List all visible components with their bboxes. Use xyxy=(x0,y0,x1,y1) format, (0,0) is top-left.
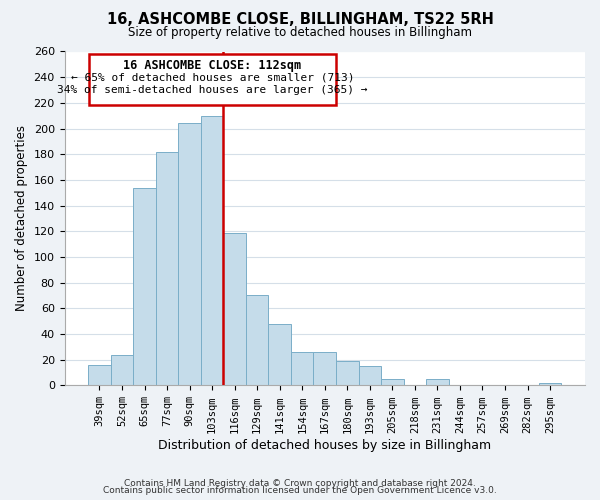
Bar xyxy=(156,152,178,386)
Bar xyxy=(313,352,336,386)
Text: 16 ASHCOMBE CLOSE: 112sqm: 16 ASHCOMBE CLOSE: 112sqm xyxy=(123,59,301,72)
Bar xyxy=(178,124,201,386)
Bar xyxy=(133,188,156,386)
Text: 16, ASHCOMBE CLOSE, BILLINGHAM, TS22 5RH: 16, ASHCOMBE CLOSE, BILLINGHAM, TS22 5RH xyxy=(107,12,493,28)
Bar xyxy=(268,324,291,386)
Bar xyxy=(111,354,133,386)
Bar xyxy=(381,379,404,386)
Y-axis label: Number of detached properties: Number of detached properties xyxy=(15,126,28,312)
Bar xyxy=(426,379,449,386)
Text: Contains HM Land Registry data © Crown copyright and database right 2024.: Contains HM Land Registry data © Crown c… xyxy=(124,478,476,488)
Text: Contains public sector information licensed under the Open Government Licence v3: Contains public sector information licen… xyxy=(103,486,497,495)
X-axis label: Distribution of detached houses by size in Billingham: Distribution of detached houses by size … xyxy=(158,440,491,452)
Text: ← 65% of detached houses are smaller (713): ← 65% of detached houses are smaller (71… xyxy=(71,72,354,82)
Bar xyxy=(539,383,562,386)
Bar xyxy=(336,361,359,386)
Bar xyxy=(201,116,223,386)
Bar xyxy=(359,366,381,386)
Bar xyxy=(246,296,268,386)
Bar xyxy=(223,232,246,386)
Bar xyxy=(88,365,111,386)
Text: 34% of semi-detached houses are larger (365) →: 34% of semi-detached houses are larger (… xyxy=(57,85,368,95)
FancyBboxPatch shape xyxy=(89,54,336,106)
Text: Size of property relative to detached houses in Billingham: Size of property relative to detached ho… xyxy=(128,26,472,39)
Bar xyxy=(291,352,313,386)
